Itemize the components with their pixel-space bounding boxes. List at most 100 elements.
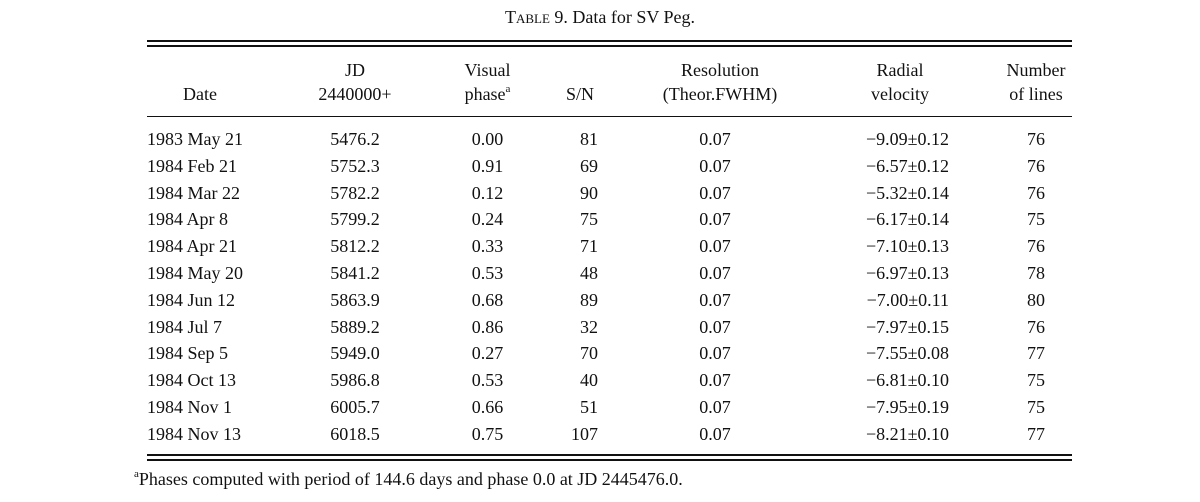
- cell-number-of-lines: 76: [1027, 182, 1045, 203]
- cell-date: 1984 Feb 21: [147, 155, 237, 176]
- cell-sn: 70: [580, 343, 598, 364]
- table-row: 1984 Mar 22 5782.2 0.12 90 0.07 −5.32±0.14 76: [0, 180, 1200, 207]
- table-row: 1984 Apr 8 5799.2 0.24 75 0.07 −6.17±0.14 75: [0, 206, 1200, 233]
- cell-visual-phase: 0.68: [471, 289, 504, 310]
- cell-sn: 81: [580, 129, 598, 149]
- cell-resolution: 0.07: [699, 396, 731, 417]
- header-jd-line1: JD: [344, 60, 365, 80]
- header-visual-phase: Visual phasea: [440, 58, 535, 106]
- cell-number-of-lines: 77: [1027, 343, 1045, 364]
- cell-jd: 5799.2: [330, 209, 380, 230]
- cell-radial-velocity: −5.32±0.14: [865, 182, 949, 203]
- table-row: 1984 Nov 1 6005.7 0.66 51 0.07 −7.95±0.19 75: [0, 394, 1200, 421]
- table-row: 1984 Feb 21 5752.3 0.91 69 0.07 −6.57±0.12 76: [0, 153, 1200, 180]
- cell-date: 1984 Apr 21: [147, 236, 237, 257]
- cell-radial-velocity: −7.10±0.13: [865, 236, 949, 257]
- cell-date: 1984 Apr 8: [147, 209, 228, 230]
- table-row: 1984 May 20 5841.2 0.53 48 0.07 −6.97±0.13 78: [0, 260, 1200, 287]
- table-row: 1984 Oct 13 5986.8 0.53 40 0.07 −6.81±0.10 75: [0, 367, 1200, 394]
- cell-number-of-lines: 77: [1027, 423, 1045, 444]
- cell-resolution: 0.07: [699, 316, 731, 337]
- header-nl-line2: of lines: [1009, 84, 1063, 104]
- table-row: 1984 Nov 13 6018.5 0.75 107 0.07 −8.21±0.10 77: [0, 421, 1200, 448]
- cell-jd: 5986.8: [330, 370, 380, 391]
- cell-jd: 5841.2: [330, 262, 380, 283]
- table-row: 1984 Jun 12 5863.9 0.68 89 0.07 −7.00±0.11 80: [0, 287, 1200, 314]
- footnote-mark: a: [134, 468, 139, 480]
- cell-sn: 40: [580, 370, 598, 391]
- header-sn: S/N: [550, 82, 610, 106]
- cell-sn: 48: [580, 262, 598, 283]
- header-phase-footnote-mark: a: [505, 83, 511, 95]
- cell-visual-phase: 0.91: [471, 155, 504, 176]
- footnote-text: Phases computed with period of 144.6 day…: [138, 469, 683, 489]
- cell-radial-velocity: −8.21±0.10: [865, 423, 949, 444]
- cell-jd: 5812.2: [330, 236, 380, 257]
- cell-number-of-lines: 75: [1027, 396, 1045, 417]
- cell-jd: 5863.9: [330, 289, 380, 310]
- cell-jd: 5476.2: [330, 129, 380, 149]
- cell-date: 1984 Jul 7: [147, 316, 223, 337]
- table-caption: Table 9. Data for SV Peg.: [0, 6, 1200, 28]
- header-rule: [147, 116, 1072, 117]
- cell-number-of-lines: 75: [1027, 209, 1045, 230]
- header-jd-line2: 2440000+: [318, 84, 392, 104]
- cell-date: 1984 Nov 1: [147, 396, 232, 417]
- header-res-line1: Resolution: [680, 60, 759, 80]
- cell-date: 1983 May 21: [147, 129, 243, 149]
- cell-number-of-lines: 76: [1027, 316, 1045, 337]
- cell-resolution: 0.07: [699, 182, 731, 203]
- cell-date: 1984 Jun 12: [147, 289, 236, 310]
- table-body: 1983 May 21 5476.2 0.00 81 0.07 −9.09±0.12 76 1…: [0, 126, 1200, 448]
- cell-resolution: 0.07: [699, 129, 731, 149]
- cell-number-of-lines: 76: [1027, 236, 1045, 257]
- table-row: 1984 Sep 5 5949.0 0.27 70 0.07 −7.55±0.08 77: [0, 340, 1200, 367]
- cell-jd: 5949.0: [330, 343, 380, 364]
- cell-sn: 71: [580, 236, 598, 257]
- cell-date: 1984 Oct 13: [147, 370, 236, 391]
- table-row: 1984 Jul 7 5889.2 0.86 32 0.07 −7.97±0.15 76: [0, 314, 1200, 341]
- bottom-rule-1: [147, 454, 1072, 456]
- cell-resolution: 0.07: [699, 370, 731, 391]
- cell-radial-velocity: −7.55±0.08: [865, 343, 949, 364]
- header-phase-line2: phasea: [440, 82, 535, 106]
- cell-resolution: 0.07: [699, 289, 731, 310]
- header-date-text: Date: [183, 84, 217, 104]
- cell-visual-phase: 0.53: [471, 262, 504, 283]
- cell-number-of-lines: 78: [1027, 262, 1045, 283]
- header-sn-text: S/N: [565, 84, 594, 104]
- header-res-line2: (Theor.FWHM): [662, 84, 778, 104]
- cell-visual-phase: 0.53: [471, 370, 504, 391]
- top-rule-1: [147, 40, 1072, 42]
- cell-visual-phase: 0.27: [471, 343, 504, 364]
- cell-resolution: 0.07: [699, 236, 731, 257]
- cell-visual-phase: 0.86: [471, 316, 504, 337]
- cell-visual-phase: 0.75: [471, 423, 504, 444]
- cell-sn: 32: [580, 316, 598, 337]
- table-row: 1984 Apr 21 5812.2 0.33 71 0.07 −7.10±0.13 76: [0, 233, 1200, 260]
- cell-number-of-lines: 80: [1027, 289, 1045, 310]
- header-rv-line1: Radial: [876, 60, 924, 80]
- cell-radial-velocity: −7.00±0.11: [866, 289, 949, 310]
- header-phase-line1: Visual: [464, 60, 511, 80]
- header-date: Date: [150, 82, 250, 106]
- cell-sn: 90: [580, 182, 598, 203]
- cell-sn: 75: [580, 209, 598, 230]
- cell-visual-phase: 0.12: [471, 182, 504, 203]
- cell-radial-velocity: −6.17±0.14: [865, 209, 949, 230]
- cell-jd: 6018.5: [330, 423, 380, 444]
- cell-radial-velocity: −6.57±0.12: [865, 155, 949, 176]
- table-label: Table 9.: [504, 7, 568, 27]
- header-nl-line1: Number: [1006, 60, 1066, 80]
- cell-number-of-lines: 75: [1027, 370, 1045, 391]
- header-number-of-lines: Number of lines: [996, 58, 1076, 106]
- cell-number-of-lines: 76: [1027, 129, 1045, 149]
- cell-visual-phase: 0.00: [471, 129, 504, 149]
- cell-jd: 6005.7: [330, 396, 380, 417]
- cell-sn: 89: [580, 289, 598, 310]
- table-row: 1983 May 21 5476.2 0.00 81 0.07 −9.09±0.12 76: [0, 126, 1200, 153]
- cell-date: 1984 Sep 5: [147, 343, 228, 364]
- cell-resolution: 0.07: [699, 423, 731, 444]
- cell-visual-phase: 0.33: [471, 236, 504, 257]
- cell-jd: 5782.2: [330, 182, 380, 203]
